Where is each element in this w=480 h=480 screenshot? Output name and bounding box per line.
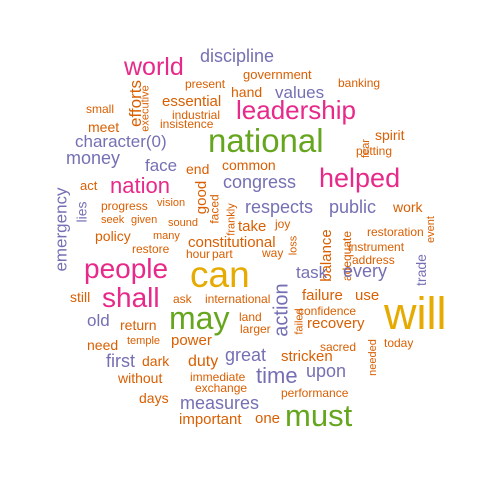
word-one: one: [255, 410, 281, 427]
word-restore: restore: [132, 242, 170, 256]
word-face: face: [145, 156, 178, 175]
word-work: work: [393, 199, 423, 215]
word-constitutional: constitutional: [188, 234, 276, 251]
word-respects: respects: [245, 197, 314, 217]
word-congress: congress: [223, 172, 297, 192]
word-hour: hour: [186, 247, 211, 261]
word-will: will: [384, 288, 447, 339]
word-act: act: [80, 178, 98, 193]
word-ask: ask: [173, 292, 192, 306]
word-spirit: spirit: [375, 127, 405, 143]
word-executive: executive: [139, 85, 152, 132]
word-emergency: emergency: [51, 187, 71, 272]
word-sound: sound: [168, 217, 198, 229]
word-duty: duty: [188, 353, 219, 370]
word-progress: progress: [101, 199, 148, 213]
word-today: today: [384, 336, 414, 350]
word-immediate: immediate: [190, 370, 246, 384]
word-need: need: [87, 337, 119, 353]
word-important: important: [179, 411, 242, 428]
word-seek: seek: [101, 214, 125, 226]
word-confidence: confidence: [298, 304, 357, 318]
word-first: first: [106, 351, 135, 371]
word-loss: loss: [287, 235, 300, 256]
word-part: part: [212, 247, 233, 261]
word-can: can: [190, 254, 250, 295]
word-public: public: [329, 197, 377, 217]
word-values: values: [275, 83, 325, 102]
word-dark: dark: [142, 353, 170, 369]
word-needed: needed: [366, 339, 379, 376]
word-stricken: stricken: [281, 348, 333, 365]
word-old: old: [87, 311, 110, 330]
word-days: days: [139, 390, 169, 406]
word-power: power: [171, 332, 212, 349]
word-without: without: [118, 370, 163, 386]
word-faced: faced: [207, 194, 222, 224]
word-instrument: instrument: [348, 240, 405, 254]
word-great: great: [225, 345, 267, 365]
word-sacred: sacred: [320, 340, 357, 354]
word-given: given: [131, 214, 158, 226]
word-land: land: [239, 310, 262, 324]
word-discipline: discipline: [200, 46, 275, 66]
word-character: character(0): [75, 132, 167, 151]
word-small: small: [86, 102, 115, 116]
word-joy: joy: [275, 217, 291, 231]
word-essential: essential: [162, 93, 222, 110]
word-banking: banking: [338, 76, 381, 90]
word-may: may: [169, 300, 230, 336]
word-meet: meet: [88, 119, 120, 135]
word-many: many: [153, 230, 180, 242]
word-event: event: [424, 216, 437, 243]
word-shall: shall: [102, 282, 160, 313]
word-lies: lies: [73, 201, 90, 223]
word-national: national: [208, 122, 324, 159]
word-common: common: [222, 157, 276, 173]
word-larger: larger: [240, 322, 271, 336]
word-helped: helped: [319, 163, 401, 193]
word-people: people: [84, 253, 169, 284]
word-leadership: leadership: [236, 95, 356, 125]
word-upon: upon: [306, 361, 347, 381]
word-action: action: [270, 283, 293, 337]
word-frankly: frankly: [225, 203, 238, 236]
word-government: government: [243, 67, 312, 82]
word-measures: measures: [180, 393, 260, 413]
word-time: time: [256, 363, 298, 388]
word-money: money: [66, 148, 121, 168]
word-policy: policy: [95, 228, 131, 244]
word-present: present: [185, 77, 226, 91]
word-must: must: [285, 398, 353, 433]
word-vision: vision: [157, 197, 186, 209]
word-temple: temple: [127, 335, 161, 347]
word-still: still: [70, 289, 91, 305]
word-take: take: [238, 218, 267, 235]
word-nation: nation: [110, 173, 170, 198]
word-industrial: industrial: [172, 108, 221, 122]
word-trade: trade: [412, 254, 429, 286]
word-use: use: [355, 287, 380, 304]
word-recovery: recovery: [307, 315, 365, 332]
word-hand: hand: [231, 84, 263, 100]
word-insistence: insistence: [160, 117, 214, 131]
word-return: return: [120, 317, 157, 333]
word-task: task: [296, 263, 328, 282]
word-end: end: [186, 161, 210, 177]
word-exchange: exchange: [195, 381, 248, 395]
word-performance: performance: [281, 386, 349, 400]
word-every: every: [343, 261, 388, 281]
word-failure: failure: [302, 287, 343, 304]
word-way: way: [262, 246, 284, 260]
word-putting: putting: [356, 144, 393, 158]
word-address: address: [352, 253, 395, 267]
word-world: world: [124, 53, 184, 81]
word-restoration: restoration: [367, 225, 424, 239]
word-international: international: [205, 292, 271, 306]
